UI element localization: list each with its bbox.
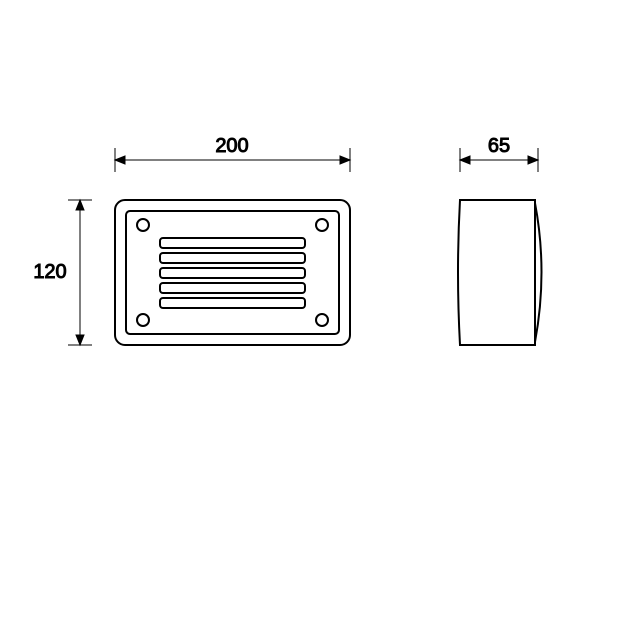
screw-hole-tr: [316, 219, 328, 231]
front-body-inner: [126, 211, 339, 334]
dimension-depth-label: 65: [488, 135, 510, 157]
dimension-depth-65: 65: [460, 135, 538, 172]
dimension-height-label: 120: [33, 261, 66, 283]
dimension-width-200: 200: [115, 135, 350, 172]
dimension-width-label: 200: [215, 135, 248, 157]
screw-hole-br: [316, 314, 328, 326]
screw-hole-bl: [137, 314, 149, 326]
louvres: [160, 238, 305, 308]
dimension-height-120: 120: [33, 200, 92, 345]
screw-hole-tl: [137, 219, 149, 231]
front-view: [115, 200, 350, 345]
front-body-outer: [115, 200, 350, 345]
side-view: [458, 200, 542, 345]
side-body: [458, 200, 542, 345]
technical-drawing: 200 120 65: [0, 0, 625, 625]
